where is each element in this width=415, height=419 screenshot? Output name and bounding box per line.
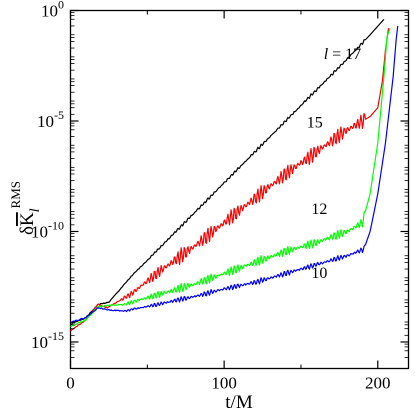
series-label-17: l = 17	[324, 46, 361, 63]
y-axis-label-superscript: RMS	[8, 181, 23, 208]
series-line-10	[70, 25, 399, 324]
y-tick-label: 10-10	[31, 218, 64, 241]
x-tick-label: 200	[365, 374, 391, 393]
y-tick-label-base: 10	[31, 333, 48, 352]
plot-frame	[69, 9, 410, 370]
y-tick-label-exponent: -10	[48, 218, 64, 232]
series-layer	[70, 18, 399, 332]
y-tick-label-base: 10	[31, 222, 48, 241]
x-tick-label: 100	[211, 374, 237, 393]
series-label-layer: l = 17 15 12 10	[307, 46, 361, 282]
y-tick-label: 100	[41, 0, 64, 21]
x-tick-label: 0	[66, 374, 75, 393]
y-axis-label-delta: δ	[17, 226, 38, 235]
y-tick-label: 10-5	[37, 108, 64, 131]
y-axis-label-subscript: l	[28, 208, 43, 212]
series-line-12	[70, 27, 391, 327]
y-tick-label: 10-15	[31, 329, 64, 352]
x-axis-label: t/M	[225, 392, 253, 413]
series-line-17	[70, 18, 385, 325]
y-axis-label-text: δKl RMS	[8, 181, 43, 235]
series-label-10: 10	[311, 265, 327, 282]
y-tick-label-base: 10	[37, 112, 54, 131]
y-tick-label-exponent: -5	[54, 108, 64, 122]
series-label-italic-part: l	[324, 46, 329, 63]
series-label-12: 12	[311, 201, 327, 218]
series-line-15	[70, 28, 390, 332]
y-tick-label-base: 10	[41, 2, 58, 21]
y-tick-label-exponent: -15	[48, 329, 64, 343]
series-label-value-part: = 17	[328, 46, 361, 63]
y-axis-label: δKl RMS	[8, 181, 43, 235]
series-label-15: 15	[307, 115, 323, 132]
y-axis-label-symbol: K	[17, 212, 38, 226]
y-tick-label-exponent: 0	[58, 0, 64, 12]
